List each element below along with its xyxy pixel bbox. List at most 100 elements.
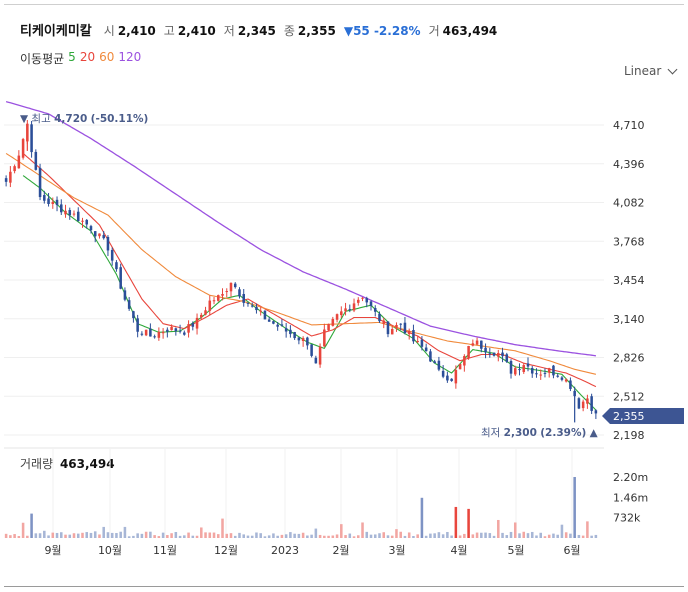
candle-body (208, 300, 212, 311)
volume-bar (76, 533, 80, 538)
volume-bar (149, 531, 152, 538)
candle-body (335, 314, 339, 320)
candle-body (102, 235, 105, 239)
candle-body (505, 354, 509, 362)
candle-body (144, 329, 148, 336)
price-tick-label: 3,454 (613, 274, 645, 287)
candle-body (297, 337, 301, 341)
low-value: 2,345 (237, 24, 276, 38)
volume-bar (233, 535, 237, 538)
volume-bar (289, 532, 292, 538)
volume-bar (191, 535, 195, 538)
candle-body (178, 330, 182, 332)
volume-bar (314, 528, 318, 538)
volume-bar (229, 533, 233, 538)
volume-bar (9, 535, 12, 538)
month-tick-label: 5월 (507, 544, 524, 557)
volume-bar (390, 535, 394, 538)
volume-bar (110, 532, 114, 538)
volume-bar (543, 536, 547, 538)
candle-body (378, 313, 381, 322)
month-tick-label: 4월 (450, 544, 467, 557)
volume-bar (361, 522, 364, 538)
candle-body (132, 311, 135, 319)
month-tick-label: 12월 (214, 544, 238, 557)
candle-body (64, 210, 67, 215)
month-tick-label: 6월 (563, 544, 580, 557)
candle-body (187, 324, 190, 333)
candle-body (280, 324, 284, 326)
volume-bar (221, 518, 224, 538)
volume-bar (166, 535, 169, 538)
volume-bar (497, 519, 500, 538)
volume-tick-label: 1.46m (613, 492, 648, 505)
volume-bar (450, 535, 453, 538)
candle-body (497, 352, 500, 357)
candle-body (327, 324, 330, 331)
volume-bar (123, 526, 127, 538)
candle-body (429, 351, 432, 362)
volume-bar (204, 532, 207, 538)
candle-body (556, 375, 559, 377)
candle-body (174, 328, 178, 332)
candle-body (51, 201, 55, 205)
volume-bar (509, 531, 513, 538)
candle-body (535, 373, 538, 375)
last-price-value: 2,355 (613, 410, 645, 423)
volume-bar (335, 534, 339, 538)
volume-bar (208, 532, 212, 538)
moving-average-label: 이동평균 (20, 52, 65, 66)
volume-bar (399, 531, 402, 538)
candle-body (382, 320, 386, 324)
candle-body (365, 298, 369, 303)
ma-5-label: 5 (68, 50, 76, 64)
volume-bar (272, 533, 275, 538)
volume-bar (178, 535, 182, 538)
month-tick-label: 10월 (98, 544, 122, 557)
candle-body (433, 361, 436, 364)
last-price-tag: 2,355 (602, 408, 684, 424)
volume-bar (373, 534, 377, 538)
volume-bar (174, 532, 178, 538)
volume-bar (140, 533, 144, 538)
candle-body (412, 330, 415, 342)
volume-bar (526, 533, 530, 538)
volume-bar (85, 532, 89, 538)
candle-body (577, 398, 581, 409)
volume-bar (424, 535, 428, 538)
volume-bar (115, 533, 118, 538)
candle-body (136, 318, 139, 332)
high-label: 고 (163, 24, 175, 38)
candle-body (539, 374, 542, 376)
volume-bar (352, 536, 356, 538)
max-label: 최고 (31, 113, 51, 125)
candle-body (301, 338, 305, 341)
candle-body (13, 166, 16, 172)
volume-bar (68, 534, 72, 538)
candle-body (110, 249, 114, 261)
candle-body (454, 370, 458, 384)
candle-body (55, 199, 59, 206)
candle-body (34, 151, 38, 170)
volume-bar (276, 535, 279, 538)
price-tick-label: 2,512 (613, 390, 645, 403)
volume-bar (594, 534, 598, 538)
candle-body (216, 295, 220, 301)
volume-bar (577, 534, 581, 538)
scale-dropdown[interactable]: Linear (624, 64, 678, 78)
volume-bar (586, 521, 589, 538)
candle-body (480, 340, 483, 349)
ma-120-line (5, 100, 596, 357)
candle-body (590, 396, 593, 411)
candle-body (161, 331, 165, 334)
candle-body (348, 309, 352, 311)
change-value: ▼55 -2.28% (344, 24, 421, 38)
volume-bar (106, 532, 110, 538)
candle-body (4, 178, 8, 182)
max-arrow-icon: ▼ (20, 113, 29, 125)
candle-body (242, 294, 245, 303)
candle-body (106, 236, 110, 251)
volume-bar (535, 535, 538, 538)
candle-body (72, 213, 76, 215)
